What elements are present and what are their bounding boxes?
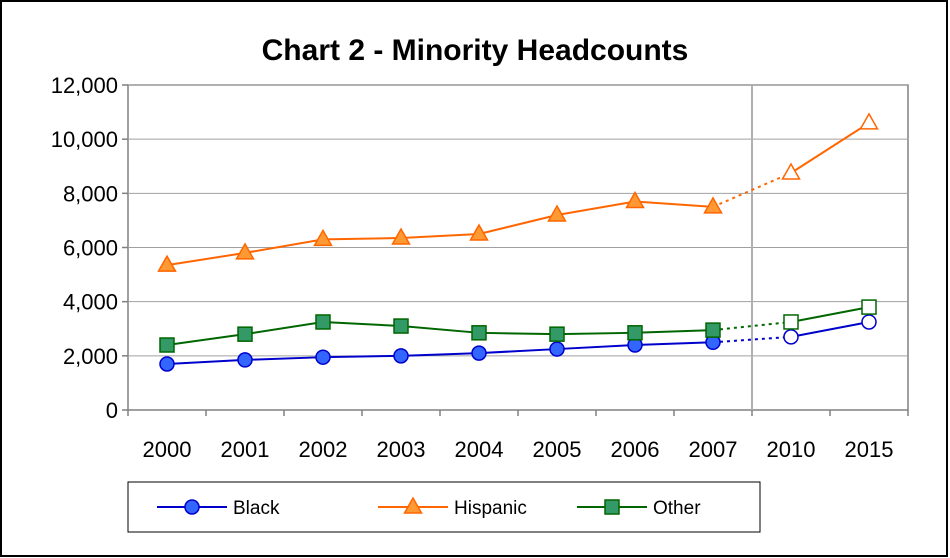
y-tick-label: 10,000: [51, 127, 118, 152]
series-group: [157, 112, 879, 372]
y-tick-label: 4,000: [63, 290, 118, 315]
data-point: [625, 190, 645, 209]
x-tick-label: 2005: [533, 437, 582, 462]
series-line-bridge: [712, 172, 792, 208]
y-tick-label: 6,000: [63, 236, 118, 261]
data-point: [471, 325, 487, 341]
data-point: [393, 318, 409, 334]
y-tick-label: 0: [106, 398, 118, 423]
series-hispanic: [157, 112, 879, 272]
legend-label: Hispanic: [454, 498, 527, 519]
data-point: [705, 322, 721, 338]
data-point: [391, 227, 411, 245]
x-tick-label: 2006: [611, 437, 660, 462]
data-point: [159, 337, 175, 353]
x-tick-label: 2002: [299, 437, 348, 462]
data-point: [315, 349, 331, 365]
data-point: [235, 242, 255, 260]
series-line-actual: [166, 341, 714, 365]
x-tick-label: 2010: [767, 437, 816, 462]
x-tick-label: 2000: [143, 437, 192, 462]
x-tick-label: 2003: [377, 437, 426, 462]
data-point: [547, 204, 567, 222]
x-tick-label: 2015: [845, 437, 894, 462]
data-point: [393, 348, 409, 364]
data-point: [159, 356, 175, 372]
legend: Black Hispanic Other: [157, 496, 701, 519]
series-line-projected: [790, 306, 870, 323]
legend-marker: [403, 496, 423, 514]
data-point: [703, 196, 723, 214]
series-line-actual: [166, 320, 714, 346]
data-point: [549, 326, 565, 342]
x-tick-label: 2004: [455, 437, 504, 462]
data-point: [627, 325, 643, 341]
legend-label: Black: [233, 498, 280, 519]
data-point: [471, 345, 487, 361]
x-tick-label: 2007: [689, 437, 738, 462]
legend-marker: [604, 499, 620, 515]
y-tick-label: 8,000: [63, 181, 118, 206]
series-line-projected: [790, 320, 870, 338]
chart-title: Chart 2 - Minority Headcounts: [262, 34, 689, 67]
y-tick-label: 12,000: [51, 73, 118, 98]
x-tick-label: 2001: [221, 437, 270, 462]
data-point: [549, 341, 565, 357]
data-point: [237, 326, 253, 342]
y-tick-label: 2,000: [63, 344, 118, 369]
data-point: [237, 352, 253, 368]
axes: [122, 84, 909, 416]
gridlines: [128, 84, 908, 410]
series-line-bridge: [712, 320, 792, 332]
data-point: [859, 112, 879, 130]
data-point: [783, 329, 799, 345]
series-black: [159, 314, 877, 372]
tick-labels: 0 2,000 4,000 6,000 8,000 10,000 12,000 2000 200…: [51, 73, 894, 462]
data-point: [783, 314, 799, 330]
data-point: [781, 162, 801, 180]
series-line-projected: [790, 122, 870, 174]
data-point: [315, 314, 331, 330]
series-line-actual: [166, 200, 714, 267]
data-point: [861, 314, 877, 330]
data-point: [469, 223, 489, 241]
series-line-bridge: [712, 335, 792, 344]
data-point: [157, 254, 177, 272]
legend-label: Other: [653, 498, 701, 519]
data-point: [861, 299, 877, 315]
data-point: [313, 228, 333, 247]
legend-marker: [184, 499, 200, 515]
series-other: [159, 299, 877, 353]
